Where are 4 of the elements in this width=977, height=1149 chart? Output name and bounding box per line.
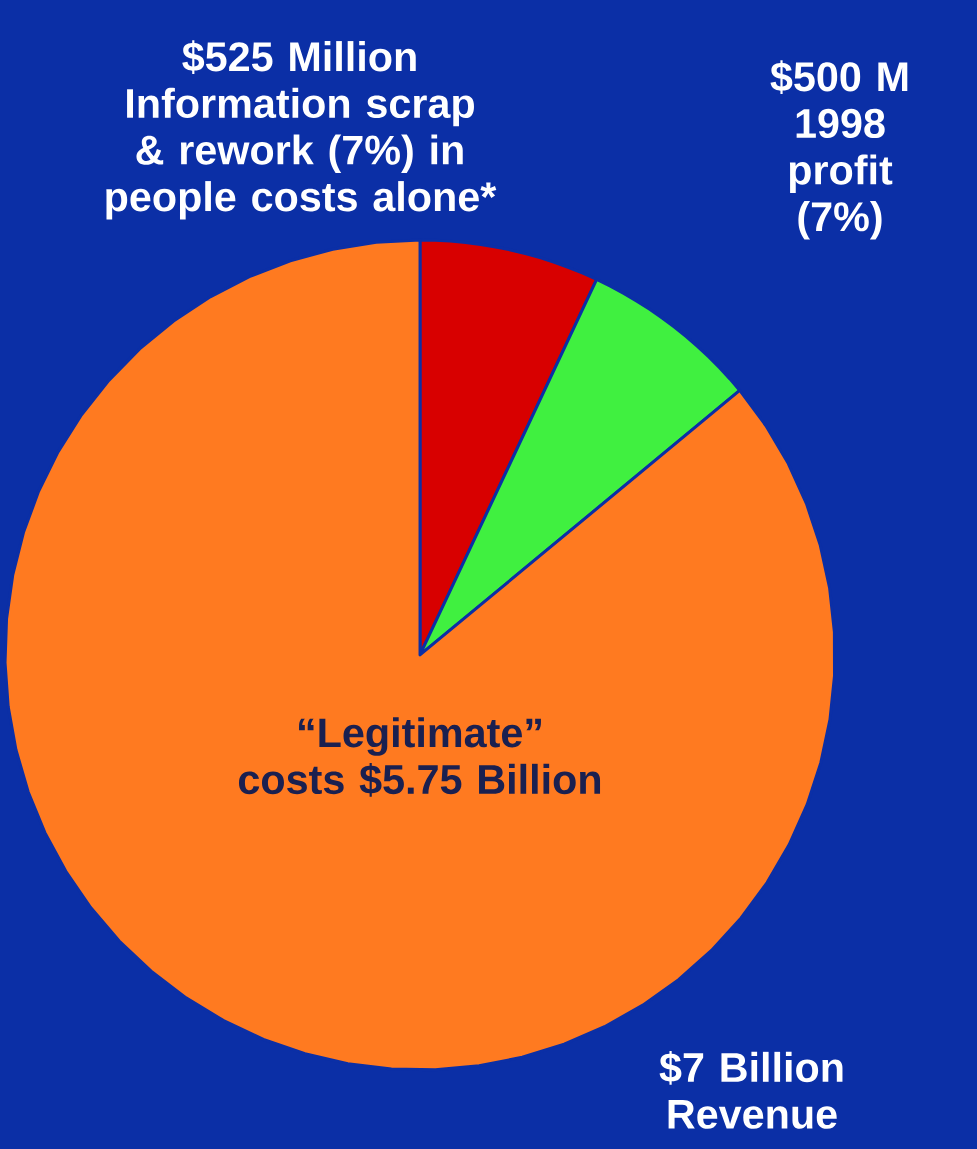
text: $7 Billion Revenue <box>659 1051 843 1129</box>
slice-label: $525 Million Information scrap & rework (7%) in people costs alone* <box>106 40 497 220</box>
slice-label: $500 M 1998 profit (7%) <box>770 60 908 240</box>
slice-label: “Legitimate” costs $5.75 Billion <box>238 717 601 797</box>
